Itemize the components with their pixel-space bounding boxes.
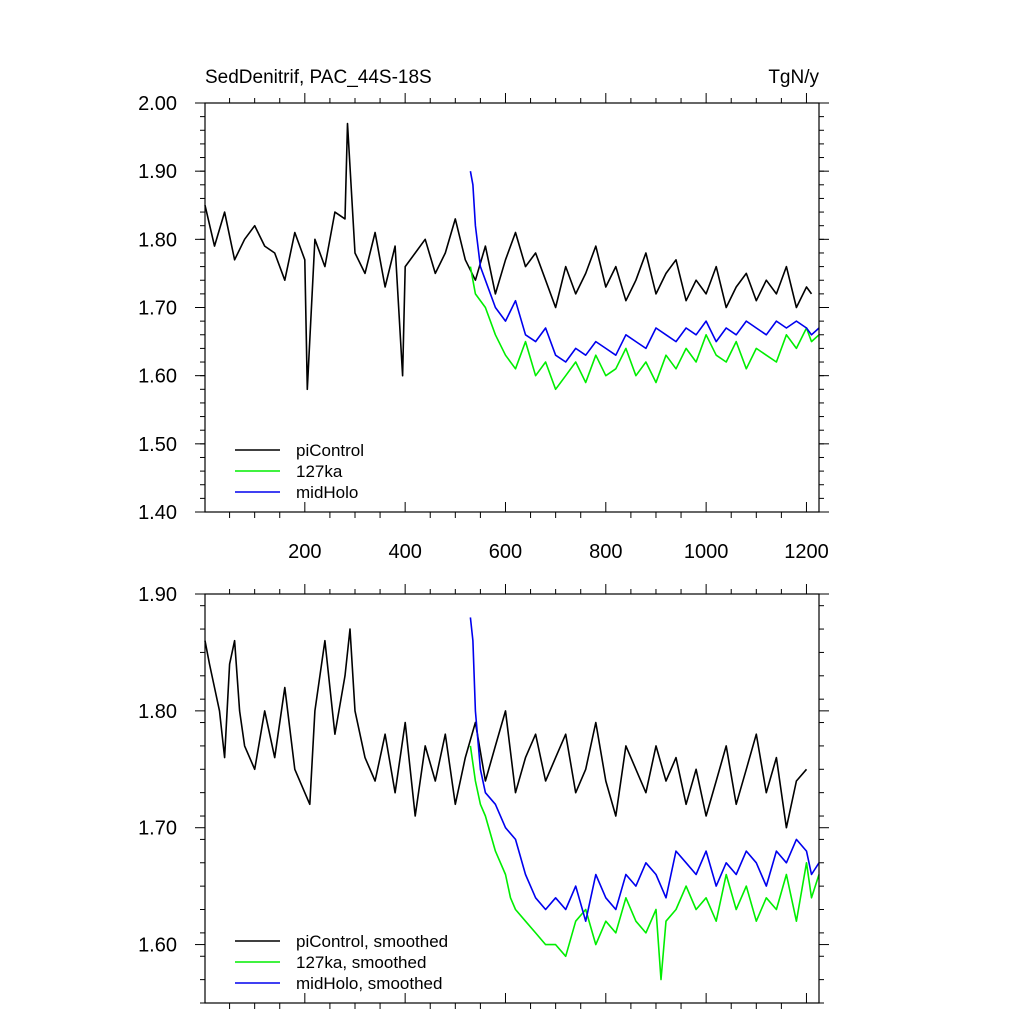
legend-label-127ka-smoothed: 127ka, smoothed <box>296 953 426 972</box>
bottom-legend: piControl, smoothed 127ka, smoothed midH… <box>235 932 448 993</box>
legend-label-midholo: midHolo <box>296 483 358 502</box>
y-tick-label: 1.80 <box>138 701 177 723</box>
bottom-series-group <box>204 617 820 981</box>
top-panel: SedDenitrif, PAC_44S-18S TgN/y 200 400 600… <box>138 67 829 563</box>
x-tick-label: 800 <box>589 541 622 563</box>
legend-label-picontrol: piControl <box>296 441 364 460</box>
bottom-panel: 1.60 1.70 1.80 1.90 piControl, smoothed 127… <box>138 584 829 1009</box>
y-tick-label: 1.70 <box>138 298 177 320</box>
x-tick-label: 1000 <box>684 541 729 563</box>
y-tick-label: 2.00 <box>138 93 177 115</box>
top-series-group <box>204 122 820 391</box>
y-tick-label: 1.60 <box>138 366 177 388</box>
y-tick-label: 1.50 <box>138 434 177 456</box>
x-tick-label: 600 <box>489 541 522 563</box>
legend-label-midholo-smoothed: midHolo, smoothed <box>296 974 442 993</box>
y-tick-label: 1.70 <box>138 818 177 840</box>
y-tick-label: 1.60 <box>138 935 177 957</box>
x-tick-label: 200 <box>288 541 321 563</box>
top-ticks-group: 200 400 600 800 1000 1200 1.40 1.50 1.60 1.70 1.80… <box>138 93 829 563</box>
y-tick-label: 1.40 <box>138 502 177 524</box>
x-tick-label: 1200 <box>784 541 829 563</box>
legend-label-picontrol-smoothed: piControl, smoothed <box>296 932 448 951</box>
bottom-plot-frame <box>204 593 820 1004</box>
series-line-picontrol <box>204 122 813 391</box>
series-line-midholo-smoothed <box>469 617 820 923</box>
series-line-127ka-smoothed <box>469 745 820 981</box>
chart-title: SedDenitrif, PAC_44S-18S <box>205 67 432 88</box>
y-tick-label: 1.80 <box>138 229 177 251</box>
x-tick-label: 400 <box>388 541 421 563</box>
series-line-midholo <box>469 171 820 363</box>
y-tick-label: 1.90 <box>138 161 177 183</box>
legend-label-127ka: 127ka <box>296 462 343 481</box>
chart-units: TgN/y <box>768 67 819 88</box>
series-line-picontrol-smoothed <box>204 628 808 829</box>
series-line-127ka <box>469 266 820 391</box>
bottom-ticks-group: 1.60 1.70 1.80 1.90 <box>138 584 829 1009</box>
top-legend: piControl 127ka midHolo <box>235 441 364 502</box>
y-tick-label: 1.90 <box>138 584 177 606</box>
